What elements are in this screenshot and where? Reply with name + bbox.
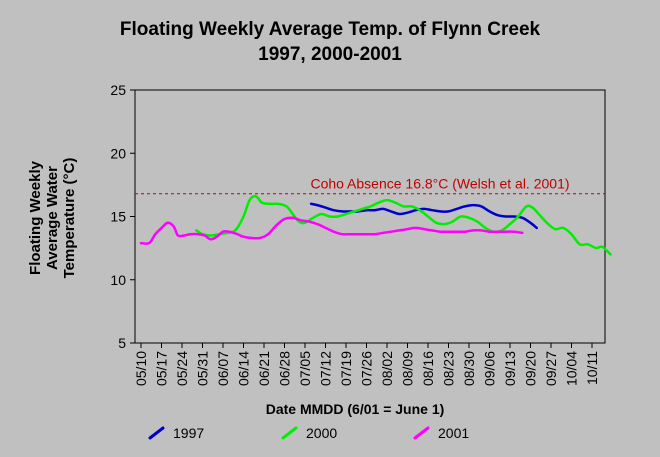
x-tick-label: 07/05 (297, 351, 313, 386)
y-axis-label-line1: Floating Weekly (27, 160, 44, 275)
x-tick-label: 07/12 (318, 351, 334, 386)
x-tick-label: 09/06 (482, 351, 498, 386)
x-tick-label: 05/24 (174, 351, 190, 386)
series-line-2001 (139, 216, 524, 245)
x-axis-label: Date MMDD (6/01 = June 1) (266, 401, 445, 417)
legend: 1997 2000 2001 (148, 425, 469, 441)
x-tick-label: 08/23 (441, 351, 457, 386)
x-tick-label: 07/26 (359, 351, 375, 386)
x-tick-label: 09/13 (502, 351, 518, 386)
series-line-2000 (195, 194, 612, 256)
chart-title-line2: 1997, 2000-2001 (258, 44, 402, 65)
x-tick-label: 08/30 (461, 351, 477, 386)
x-tick-label: 10/04 (564, 351, 580, 386)
x-tick-label: 09/20 (523, 351, 539, 386)
legend-label-2000: 2000 (306, 425, 337, 441)
x-tick-label: 06/07 (215, 351, 231, 386)
reference-line-label: Coho Absence 16.8°C (Welsh et al. 2001) (310, 176, 569, 192)
legend-label-2001: 2001 (438, 425, 469, 441)
x-tick-label: 09/27 (543, 351, 559, 386)
chart-title-line1: Floating Weekly Average Temp. of Flynn C… (120, 19, 541, 40)
x-tick-label: 05/31 (195, 351, 211, 386)
legend-label-1997: 1997 (173, 425, 204, 441)
y-axis-label-line2: Average Water (44, 166, 61, 270)
x-tick-label: 10/11 (584, 351, 600, 385)
y-tick-label: 15 (110, 209, 126, 225)
legend-swatch-1997 (148, 426, 165, 440)
x-tick-label: 05/10 (133, 351, 149, 386)
x-tick-label: 08/16 (420, 351, 436, 386)
x-tick-label: 08/09 (400, 351, 416, 386)
x-tick-label: 08/02 (379, 351, 395, 386)
x-tick-label: 06/14 (236, 351, 252, 386)
y-tick-label: 10 (110, 272, 126, 288)
y-tick-label: 5 (118, 335, 126, 351)
plot-area (134, 89, 606, 344)
x-tick-label: 05/17 (154, 351, 170, 386)
x-tick-label: 07/19 (338, 351, 354, 386)
y-axis-label-line3: Temperature (°C) (61, 158, 78, 279)
y-tick-label: 25 (110, 82, 126, 98)
y-axis-label: Floating Weekly Average Water Temperatur… (27, 158, 78, 279)
series-line-1997 (309, 202, 538, 230)
legend-swatch-2001 (413, 426, 430, 440)
x-tick-label: 06/21 (256, 351, 272, 386)
x-tick-label: 06/28 (277, 351, 293, 386)
legend-swatch-2000 (281, 426, 298, 440)
y-tick-label: 20 (110, 145, 126, 161)
